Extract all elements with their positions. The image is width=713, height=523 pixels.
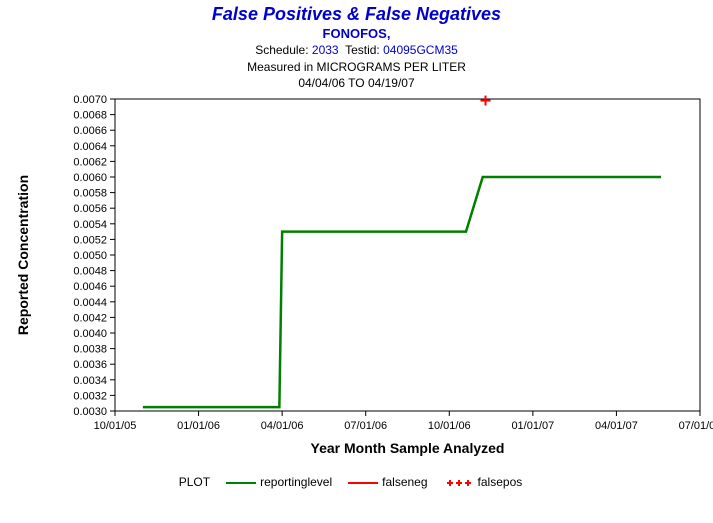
testid-label: Testid:	[345, 43, 380, 57]
y-tick-label: 0.0034	[73, 375, 107, 387]
y-tick-label: 0.0062	[73, 156, 107, 168]
series-reportinglevel	[143, 177, 661, 407]
y-tick-label: 0.0064	[73, 141, 107, 153]
x-tick-label: 01/01/07	[511, 420, 554, 432]
x-tick-label: 07/01/06	[344, 420, 387, 432]
date-range: 04/04/06 TO 04/19/07	[0, 75, 713, 91]
y-tick-label: 0.0044	[73, 297, 107, 309]
chart-title: False Positives & False Negatives	[0, 4, 713, 26]
legend-swatch-line	[224, 477, 258, 489]
schedule-label: Schedule:	[255, 43, 308, 57]
chart-subtitle: FONOFOS,	[0, 26, 713, 43]
chart-container: 0.0030 0.0032 0.0034 0.0036 0.0038 0.0040 0.00…	[0, 91, 713, 471]
y-axis-label: Reported Concentration	[15, 175, 31, 335]
y-tick-label: 0.0038	[73, 344, 107, 356]
legend-swatch-plus	[442, 477, 476, 489]
x-axis-label: Year Month Sample Analyzed	[311, 440, 505, 456]
legend-item-reportinglevel: reportinglevel	[260, 475, 332, 489]
schedule-value: 2033	[312, 43, 339, 57]
y-tick-label: 0.0052	[73, 234, 107, 246]
y-tick-label: 0.0042	[73, 312, 107, 324]
chart-legend: PLOT reportinglevel falseneg falsepos	[0, 475, 713, 489]
legend-label: PLOT	[179, 475, 210, 489]
y-tick-label: 0.0060	[73, 172, 107, 184]
y-tick-label: 0.0036	[73, 359, 107, 371]
y-tick-label: 0.0054	[73, 219, 107, 231]
measured-in: Measured in MICROGRAMS PER LITER	[0, 59, 713, 75]
y-tick-label: 0.0056	[73, 203, 107, 215]
x-tick-label: 04/01/07	[595, 420, 638, 432]
y-tick-label: 0.0066	[73, 125, 107, 137]
y-tick-label: 0.0030	[73, 406, 107, 418]
legend-item-falsepos: falsepos	[478, 475, 523, 489]
x-tick-label: 04/01/06	[261, 420, 304, 432]
x-tick-label: 01/01/06	[177, 420, 220, 432]
chart-svg: 0.0030 0.0032 0.0034 0.0036 0.0038 0.0040 0.00…	[0, 91, 713, 471]
legend-swatch-line	[346, 477, 380, 489]
schedule-line: Schedule: 2033 Testid: 04095GCM35	[0, 42, 713, 58]
y-tick-label: 0.0046	[73, 281, 107, 293]
y-tick-label: 0.0040	[73, 328, 107, 340]
y-tick-label: 0.0070	[73, 94, 107, 106]
y-tick-label: 0.0048	[73, 266, 107, 278]
y-tick-label: 0.0032	[73, 390, 107, 402]
y-tick-label: 0.0058	[73, 188, 107, 200]
x-tick-label: 10/01/06	[428, 420, 471, 432]
y-tick-label: 0.0068	[73, 110, 107, 122]
chart-header: False Positives & False Negatives FONOFO…	[0, 0, 713, 91]
testid-value: 04095GCM35	[383, 43, 458, 57]
x-tick-label: 10/01/05	[94, 420, 137, 432]
y-tick-label: 0.0050	[73, 250, 107, 262]
plot-border	[115, 99, 700, 411]
x-tick-label: 07/01/07	[679, 420, 713, 432]
legend-item-falseneg: falseneg	[382, 475, 427, 489]
